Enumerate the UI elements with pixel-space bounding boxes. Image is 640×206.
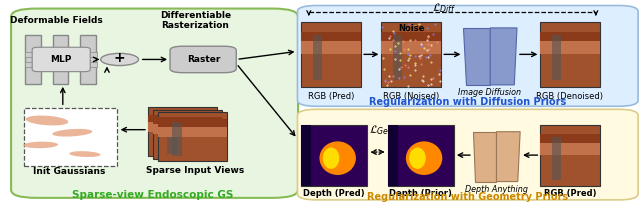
Ellipse shape <box>319 141 356 175</box>
Circle shape <box>100 53 138 66</box>
Text: Deformable Fields: Deformable Fields <box>10 16 103 25</box>
Text: Sparse-view Endoscopic GS: Sparse-view Endoscopic GS <box>72 190 234 200</box>
Bar <box>540 38 600 54</box>
Bar <box>158 119 227 127</box>
Text: Image Diffusion: Image Diffusion <box>458 88 522 97</box>
Bar <box>301 125 311 186</box>
Bar <box>52 35 68 84</box>
Bar <box>162 117 172 151</box>
Text: Depth Anything: Depth Anything <box>465 185 527 194</box>
Bar <box>388 125 397 186</box>
Text: RGB (Pred): RGB (Pred) <box>308 92 354 101</box>
FancyBboxPatch shape <box>32 47 90 72</box>
FancyBboxPatch shape <box>170 46 236 73</box>
Text: Raster: Raster <box>187 55 220 64</box>
Bar <box>301 125 367 186</box>
Bar <box>148 115 218 122</box>
Text: Regularization with Diffusion Priors: Regularization with Diffusion Priors <box>369 97 566 107</box>
Ellipse shape <box>52 129 92 137</box>
Ellipse shape <box>26 116 68 125</box>
Bar <box>167 119 177 154</box>
Bar <box>25 35 41 84</box>
Bar <box>540 125 600 186</box>
FancyBboxPatch shape <box>298 109 638 200</box>
Bar <box>80 35 96 84</box>
Polygon shape <box>497 132 520 181</box>
FancyBboxPatch shape <box>298 6 638 106</box>
Text: $\mathcal{L}_{Diff}$: $\mathcal{L}_{Diff}$ <box>432 1 457 15</box>
Bar <box>153 122 222 134</box>
Bar <box>540 140 600 155</box>
Bar <box>540 22 600 87</box>
Bar <box>381 22 442 87</box>
Bar <box>388 125 454 186</box>
Bar <box>153 110 222 159</box>
Polygon shape <box>473 132 497 181</box>
Ellipse shape <box>409 147 426 169</box>
Bar <box>540 32 600 41</box>
Bar <box>158 124 227 137</box>
Bar <box>158 112 227 161</box>
Text: Differentiable
Rasterization: Differentiable Rasterization <box>160 11 231 30</box>
Ellipse shape <box>406 141 442 175</box>
Text: Depth (Prior): Depth (Prior) <box>389 189 452 198</box>
Text: Depth (Pred): Depth (Pred) <box>303 189 365 198</box>
Polygon shape <box>463 28 490 85</box>
Ellipse shape <box>24 142 58 148</box>
Text: RGB (Denoised): RGB (Denoised) <box>536 92 604 101</box>
Bar <box>24 108 117 166</box>
Bar <box>394 35 403 80</box>
Bar <box>552 35 561 80</box>
Text: Init Gaussians: Init Gaussians <box>33 167 106 176</box>
Bar <box>25 52 97 57</box>
Ellipse shape <box>323 147 339 169</box>
Bar <box>25 62 97 67</box>
Text: Noise: Noise <box>398 25 424 33</box>
Text: $\mathcal{L}_{Geo}$: $\mathcal{L}_{Geo}$ <box>369 123 394 137</box>
Text: Sparse Input Views: Sparse Input Views <box>146 166 244 175</box>
Bar <box>172 122 182 156</box>
Text: MLP: MLP <box>51 55 72 64</box>
Bar <box>552 137 561 180</box>
Bar <box>301 22 361 87</box>
Bar <box>148 107 218 156</box>
Text: RGB (Noised): RGB (Noised) <box>383 92 439 101</box>
FancyBboxPatch shape <box>11 9 298 198</box>
Bar <box>148 119 218 132</box>
Text: RGB (Pred): RGB (Pred) <box>544 189 596 198</box>
Polygon shape <box>490 28 517 85</box>
Text: Regularization with Geometry Priors: Regularization with Geometry Priors <box>367 192 568 202</box>
Bar <box>301 32 361 41</box>
Bar <box>381 38 442 54</box>
Bar <box>313 35 322 80</box>
Bar <box>301 38 361 54</box>
Bar <box>540 134 600 143</box>
Bar <box>153 117 222 124</box>
Text: +: + <box>114 52 125 66</box>
Bar <box>381 32 442 41</box>
Ellipse shape <box>69 151 100 157</box>
